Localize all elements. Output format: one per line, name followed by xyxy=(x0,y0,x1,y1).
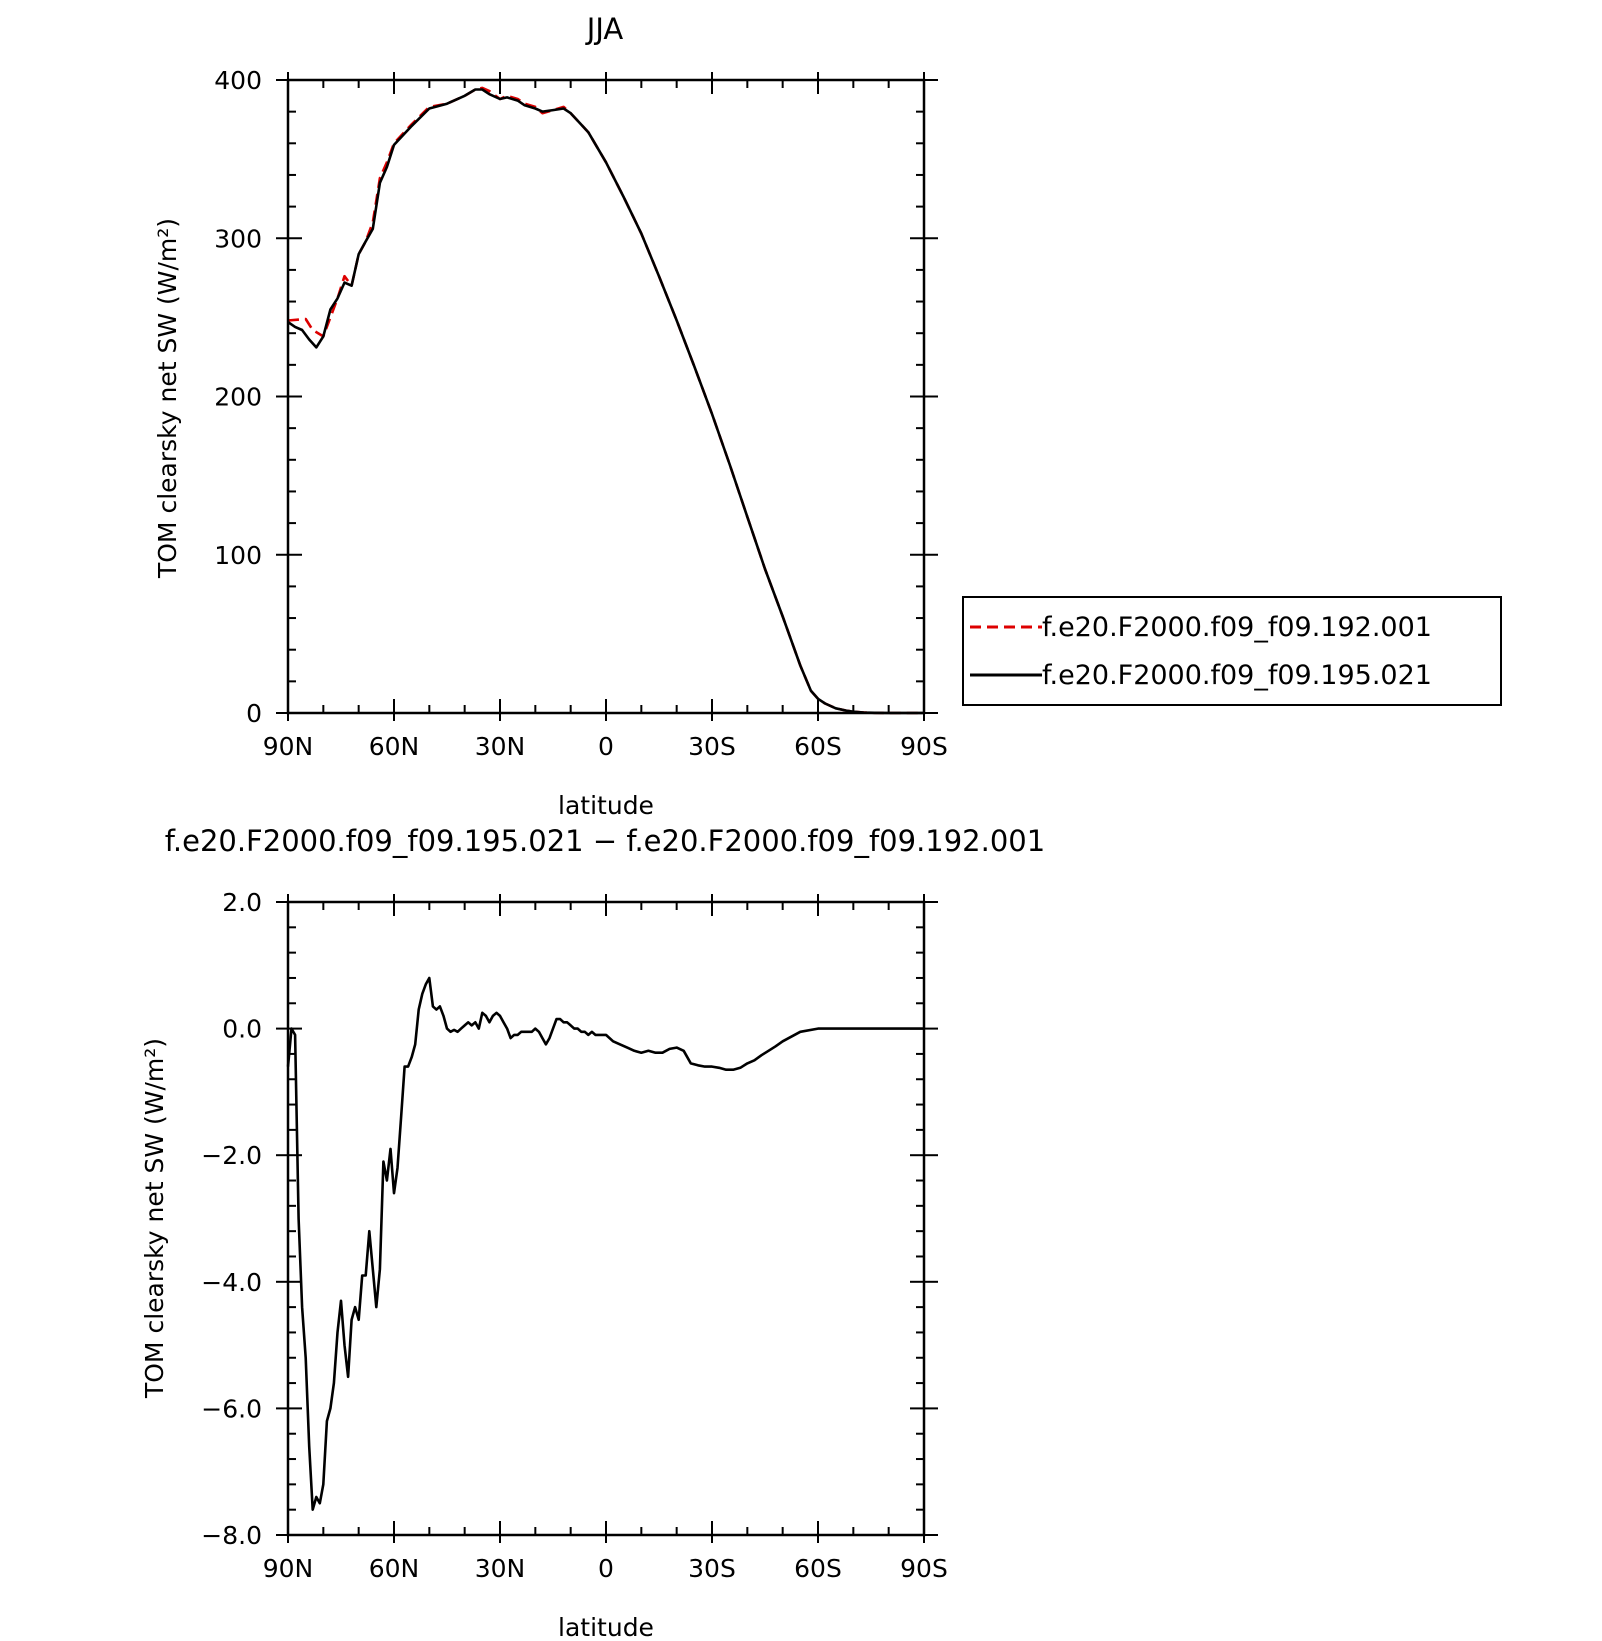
top-y-axis-label: TOM clearsky net SW (W/m²) xyxy=(153,218,182,579)
top-x-tick-label: 0 xyxy=(598,732,614,761)
top-chart-title: JJA xyxy=(585,12,624,46)
bottom-y-tick-label: −2.0 xyxy=(201,1141,262,1170)
bottom-y-tick-label: 2.0 xyxy=(222,888,262,917)
top-panel: JJA 90N 60N 30N 0 30S 60S 90S 0 100 200 300 400 lat… xyxy=(153,12,948,820)
legend-box xyxy=(962,596,1502,706)
legend-label-series-192: f.e20.F2000.f09_f09.192.001 xyxy=(1042,612,1432,643)
top-y-tick-label: 0 xyxy=(246,699,262,728)
bottom-x-tick-label: 30N xyxy=(475,1554,526,1583)
bottom-y-tick-label: −6.0 xyxy=(201,1394,262,1423)
bottom-x-tick-label: 60N xyxy=(369,1554,420,1583)
bottom-x-tick-label: 90S xyxy=(900,1554,948,1583)
bottom-x-axis-label: latitude xyxy=(558,1613,654,1641)
top-x-tick-label: 30S xyxy=(688,732,736,761)
bottom-y-tick-label: 0.0 xyxy=(222,1015,262,1044)
bottom-series-line-0 xyxy=(286,976,924,1511)
top-series-line-0 xyxy=(287,86,924,715)
bottom-chart-title: f.e20.F2000.f09_f09.195.021 − f.e20.F200… xyxy=(165,824,1045,858)
top-y-tick-label: 200 xyxy=(214,383,262,412)
legend-label-series-195: f.e20.F2000.f09_f09.195.021 xyxy=(1042,660,1432,691)
top-y-tick-label: 300 xyxy=(214,224,262,253)
top-x-tick-label: 60S xyxy=(794,732,842,761)
bottom-series-lines xyxy=(286,976,924,1511)
top-x-tick-label: 30N xyxy=(475,732,526,761)
top-y-tick-label: 100 xyxy=(214,541,262,570)
bottom-panel: f.e20.F2000.f09_f09.195.021 − f.e20.F200… xyxy=(140,824,1045,1641)
top-axes: 90N 60N 30N 0 30S 60S 90S 0 100 200 300 400 xyxy=(214,66,948,761)
top-x-tick-label: 60N xyxy=(369,732,420,761)
top-x-tick-label: 90S xyxy=(900,732,948,761)
bottom-x-tick-label: 30S xyxy=(688,1554,736,1583)
top-series-lines xyxy=(287,86,924,715)
bottom-y-tick-label: −4.0 xyxy=(201,1268,262,1297)
top-x-axis-label: latitude xyxy=(558,791,654,820)
bottom-x-tick-label: 90N xyxy=(263,1554,314,1583)
top-series-line-1 xyxy=(287,88,924,715)
top-y-tick-label: 400 xyxy=(214,66,262,95)
top-x-tick-label: 90N xyxy=(263,732,314,761)
legend: f.e20.F2000.f09_f09.192.001 f.e20.F2000.… xyxy=(962,596,1502,706)
bottom-y-tick-label: −8.0 xyxy=(201,1521,262,1550)
bottom-x-tick-label: 60S xyxy=(794,1554,842,1583)
bottom-plot-frame xyxy=(286,900,926,1537)
bottom-x-tick-label: 0 xyxy=(598,1554,614,1583)
bottom-axes: 90N 60N 30N 0 30S 60S 90S −8.0 −6.0 −4.0 −2.0 0.0 2.… xyxy=(201,888,948,1583)
bottom-y-axis-label: TOM clearsky net SW (W/m²) xyxy=(140,1038,169,1399)
